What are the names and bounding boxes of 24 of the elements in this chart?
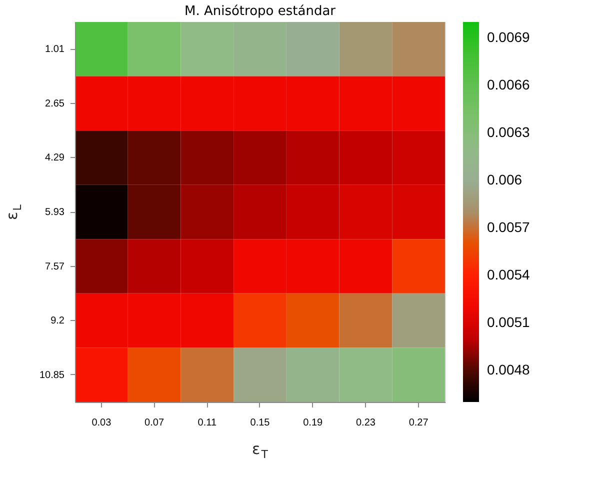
chart-title: M. Anisótropo estándar xyxy=(184,4,336,19)
y-tick-label: 7.57 xyxy=(45,261,65,272)
y-tick-label: 2.65 xyxy=(45,98,65,110)
y-tick-label: 9.2 xyxy=(50,316,65,327)
y-tick-label: 1.01 xyxy=(45,44,65,56)
y-tick-label: 4.29 xyxy=(45,152,65,164)
y-axis-title: εL xyxy=(3,204,24,220)
y-tick-label: 5.93 xyxy=(45,207,65,218)
x-tick-label: 0.03 xyxy=(92,418,112,428)
x-tick-label: 0.07 xyxy=(144,418,164,428)
x-tick-label: 0.15 xyxy=(250,418,270,428)
color-bar-label: 0.0048 xyxy=(487,361,530,378)
color-bar-label: 0.0051 xyxy=(487,314,530,330)
x-tick-label: 0.23 xyxy=(356,418,376,428)
x-tick-label: 0.11 xyxy=(198,418,217,428)
x-tick-label: 0.27 xyxy=(408,418,429,428)
color-bar-label: 0.0066 xyxy=(487,76,530,92)
color-bar-label: 0.0063 xyxy=(487,124,530,140)
color-bar-label: 0.0069 xyxy=(487,28,530,45)
color-bar-label: 0.0057 xyxy=(487,218,530,235)
x-tick-label: 0.19 xyxy=(303,418,324,428)
color-bar-label: 0.006 xyxy=(487,171,522,188)
y-tick-label: 10.85 xyxy=(39,370,65,381)
color-bar-label: 0.0054 xyxy=(487,266,530,282)
